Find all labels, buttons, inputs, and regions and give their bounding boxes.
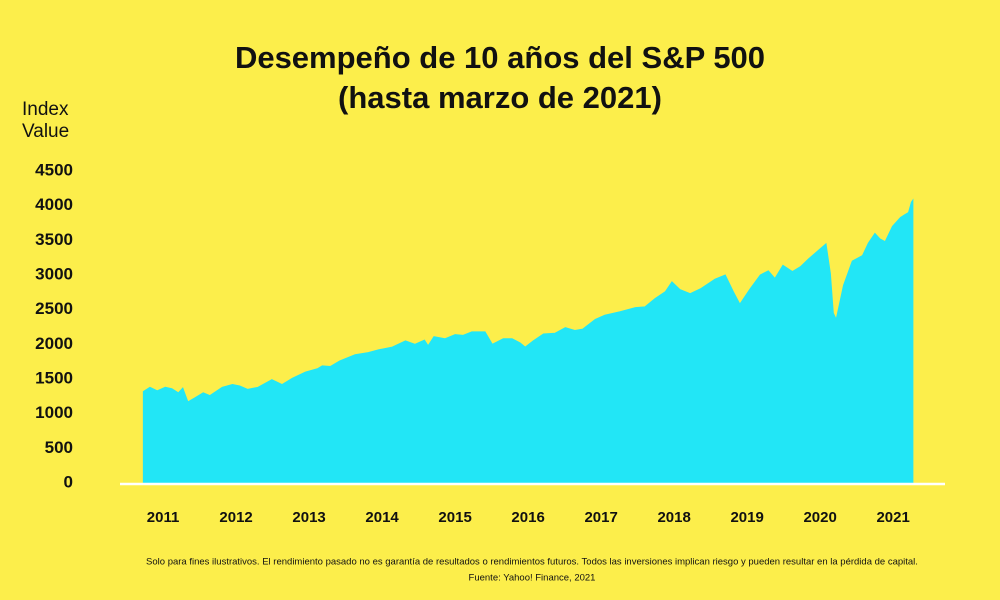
y-tick-label: 4500 [35,160,73,179]
x-tick-label: 2016 [511,509,544,526]
x-tick-label: 2013 [292,509,325,526]
x-tick-label: 2021 [876,509,909,526]
area [142,198,914,484]
x-tick-label: 2019 [730,509,763,526]
source: Fuente: Yahoo! Finance, 2021 [469,573,596,584]
y-tick-label: 2000 [35,334,73,353]
x-tick-label: 2017 [584,509,617,526]
y-tick-label: 4000 [35,195,73,214]
y-tick-label: 0 [64,472,73,491]
chart-subtitle: (hasta marzo de 2021) [338,80,662,115]
y-axis-label: Index Value [22,99,70,142]
x-tick-label: 2012 [219,509,252,526]
footnote: Solo para fines ilustrativos. El rendimi… [146,557,918,568]
x-tick-label: 2018 [657,509,690,526]
y-tick-label: 1500 [35,368,73,387]
x-tick-label: 2011 [147,509,180,526]
y-tick-label: 3000 [35,264,73,283]
x-tick-label: 2020 [803,509,836,526]
y-tick-label: 3500 [35,230,73,249]
x-tick-label: 2015 [438,509,471,526]
x-tick-label: 2014 [365,509,399,526]
y-tick-label: 2500 [35,299,73,318]
y-tick-label: 1000 [35,403,73,422]
chart-title: Desempeño de 10 años del S&P 500 [235,40,765,75]
y-tick-label: 500 [45,438,73,457]
